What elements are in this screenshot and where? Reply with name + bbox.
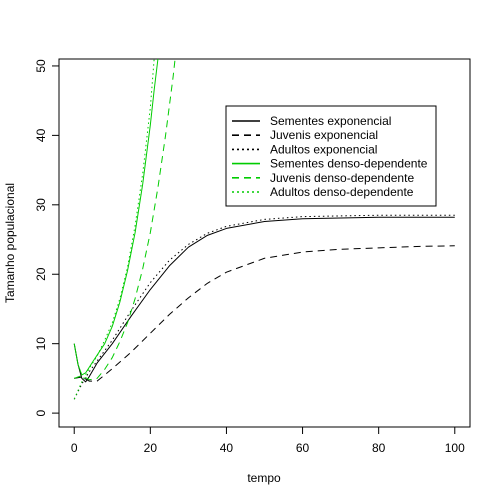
- legend-label-1: Sementes exponencial: [270, 114, 391, 128]
- series-line-5: [74, 59, 176, 381]
- series-line-4: [73, 59, 159, 376]
- legend-label-6: Adultos denso-dependente: [270, 185, 414, 199]
- y-tick-label: 40: [34, 128, 48, 142]
- x-tick-label: 40: [220, 441, 234, 455]
- x-axis-label: tempo: [247, 471, 281, 485]
- y-tick-label: 0: [34, 409, 48, 416]
- series-line-2: [74, 245, 455, 382]
- y-tick-label: 50: [34, 59, 48, 73]
- y-tick-label: 30: [34, 198, 48, 212]
- series-line-6: [73, 59, 155, 400]
- legend-box: [225, 105, 437, 207]
- series-line-1: [73, 216, 455, 383]
- legend-label-4: Sementes denso-dependente: [270, 157, 428, 171]
- x-tick-label: 80: [372, 441, 386, 455]
- x-tick-label: 100: [445, 441, 465, 455]
- x-tick-label: 0: [71, 441, 78, 455]
- y-tick-label: 20: [34, 267, 48, 281]
- x-axis: 0 20 40 60 80 100: [71, 426, 465, 455]
- y-tick-label: 10: [34, 337, 48, 351]
- legend-label-5: Juvenis denso-dependente: [270, 171, 414, 185]
- y-axis-label: Tamanho populacional: [3, 183, 17, 303]
- legend-label-2: Juvenis exponencial: [270, 128, 378, 142]
- series-line-3: [73, 214, 455, 400]
- x-tick-label: 20: [144, 441, 158, 455]
- series-layer: [73, 59, 455, 400]
- y-axis: 0 10 20 30 40 50: [34, 59, 60, 416]
- x-tick-label: 60: [296, 441, 310, 455]
- legend-label-3: Adultos exponencial: [270, 142, 377, 156]
